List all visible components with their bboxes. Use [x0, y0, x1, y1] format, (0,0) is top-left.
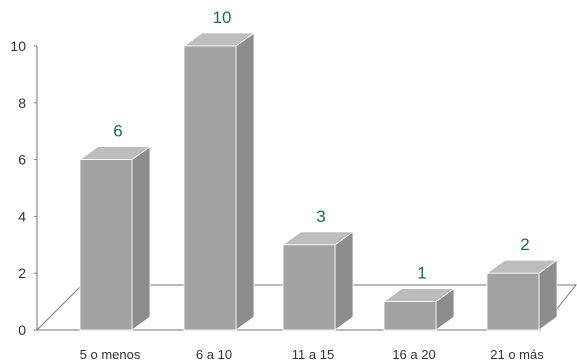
y-tick-label: 2: [18, 265, 26, 281]
bar: [382, 287, 456, 331]
data-label: 1: [417, 264, 426, 283]
category-label: 6 a 10: [196, 347, 232, 362]
y-axis: 0 2 4 6 8 10: [10, 38, 38, 338]
y-tick-label: 0: [18, 322, 26, 338]
category-label: 5 o menos: [80, 347, 141, 362]
category-label: 16 a 20: [392, 347, 435, 362]
floor-outline: [35, 284, 577, 331]
data-label: 10: [213, 8, 232, 27]
y-tick-label: 4: [18, 208, 26, 224]
category-label: 11 a 15: [292, 347, 334, 362]
bar-front: [486, 272, 540, 331]
chart-floor: [35, 284, 577, 331]
bar-front: [282, 244, 336, 331]
category-label: 21 o más: [490, 347, 544, 362]
bar-front: [183, 45, 237, 331]
bar-front: [383, 301, 437, 331]
bar: [281, 231, 355, 331]
bar: [485, 259, 559, 331]
category-labels: 5 o menos 6 a 10 11 a 15 16 a 20 21 o más: [80, 347, 545, 362]
bar: [78, 145, 152, 331]
data-label: 3: [316, 207, 325, 226]
y-tick-label: 6: [18, 152, 26, 168]
data-labels: 6 10 3 1 2: [113, 8, 529, 283]
bar-front: [79, 159, 133, 331]
bar-side: [131, 145, 151, 331]
bars: [78, 32, 559, 331]
y-tick-label: 10: [10, 38, 26, 54]
bar-side: [334, 231, 354, 331]
bar-side: [235, 32, 255, 331]
data-label: 2: [520, 235, 529, 254]
bar: [182, 32, 256, 331]
y-tick-label: 8: [18, 95, 26, 111]
data-label: 6: [113, 122, 122, 141]
